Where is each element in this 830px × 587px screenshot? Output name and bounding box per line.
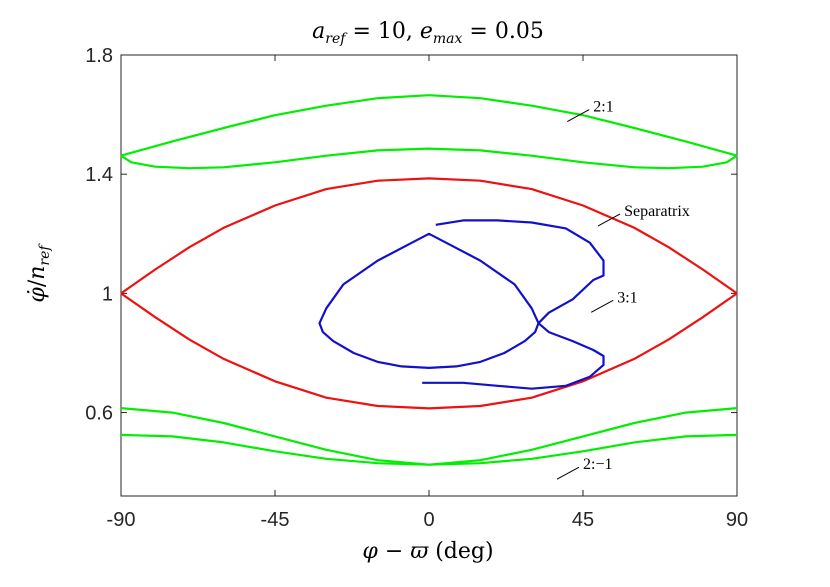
annotation-arrow	[597, 213, 621, 227]
series-line-2-1	[120, 94, 738, 157]
series-line-separatrix	[120, 292, 738, 410]
annotation-arrow	[590, 299, 614, 313]
y-tick-label: 1.4	[85, 164, 113, 186]
annotation-label: Separatrix	[624, 203, 690, 220]
annotation-label: 2:−1	[583, 456, 612, 473]
x-tick-label: -90	[107, 509, 136, 531]
annotation-label: 2:1	[593, 99, 613, 116]
series-line-2-1	[120, 147, 738, 170]
x-tick-label: 0	[423, 509, 434, 531]
chart-title: aref = 10, emax = 0.05	[312, 19, 544, 47]
series-line-2-1	[120, 407, 738, 466]
plot-area: -90 -45 0 45 90 0.6 1 1.4 1.8 2:1 Separatrix 3:1 2:−…	[85, 45, 748, 531]
annotation-arrow	[567, 109, 590, 123]
axes-box	[120, 54, 738, 497]
annotation-arrow	[556, 466, 580, 480]
y-axis-label: φ̇/nref	[25, 243, 53, 303]
annotation-label: 3:1	[617, 289, 637, 306]
y-tick-label: 1	[102, 283, 113, 305]
x-tick-label: 45	[572, 509, 594, 531]
series-line-separatrix	[120, 177, 738, 295]
x-axis-label: φ − ϖ (deg)	[362, 539, 493, 564]
y-tick-label: 0.6	[85, 403, 113, 425]
series-line-3-1	[318, 219, 605, 390]
series-line-2-1	[120, 433, 738, 466]
x-tick-label: -45	[261, 509, 290, 531]
y-tick-label: 1.8	[85, 45, 113, 67]
x-tick-label: 90	[726, 509, 748, 531]
